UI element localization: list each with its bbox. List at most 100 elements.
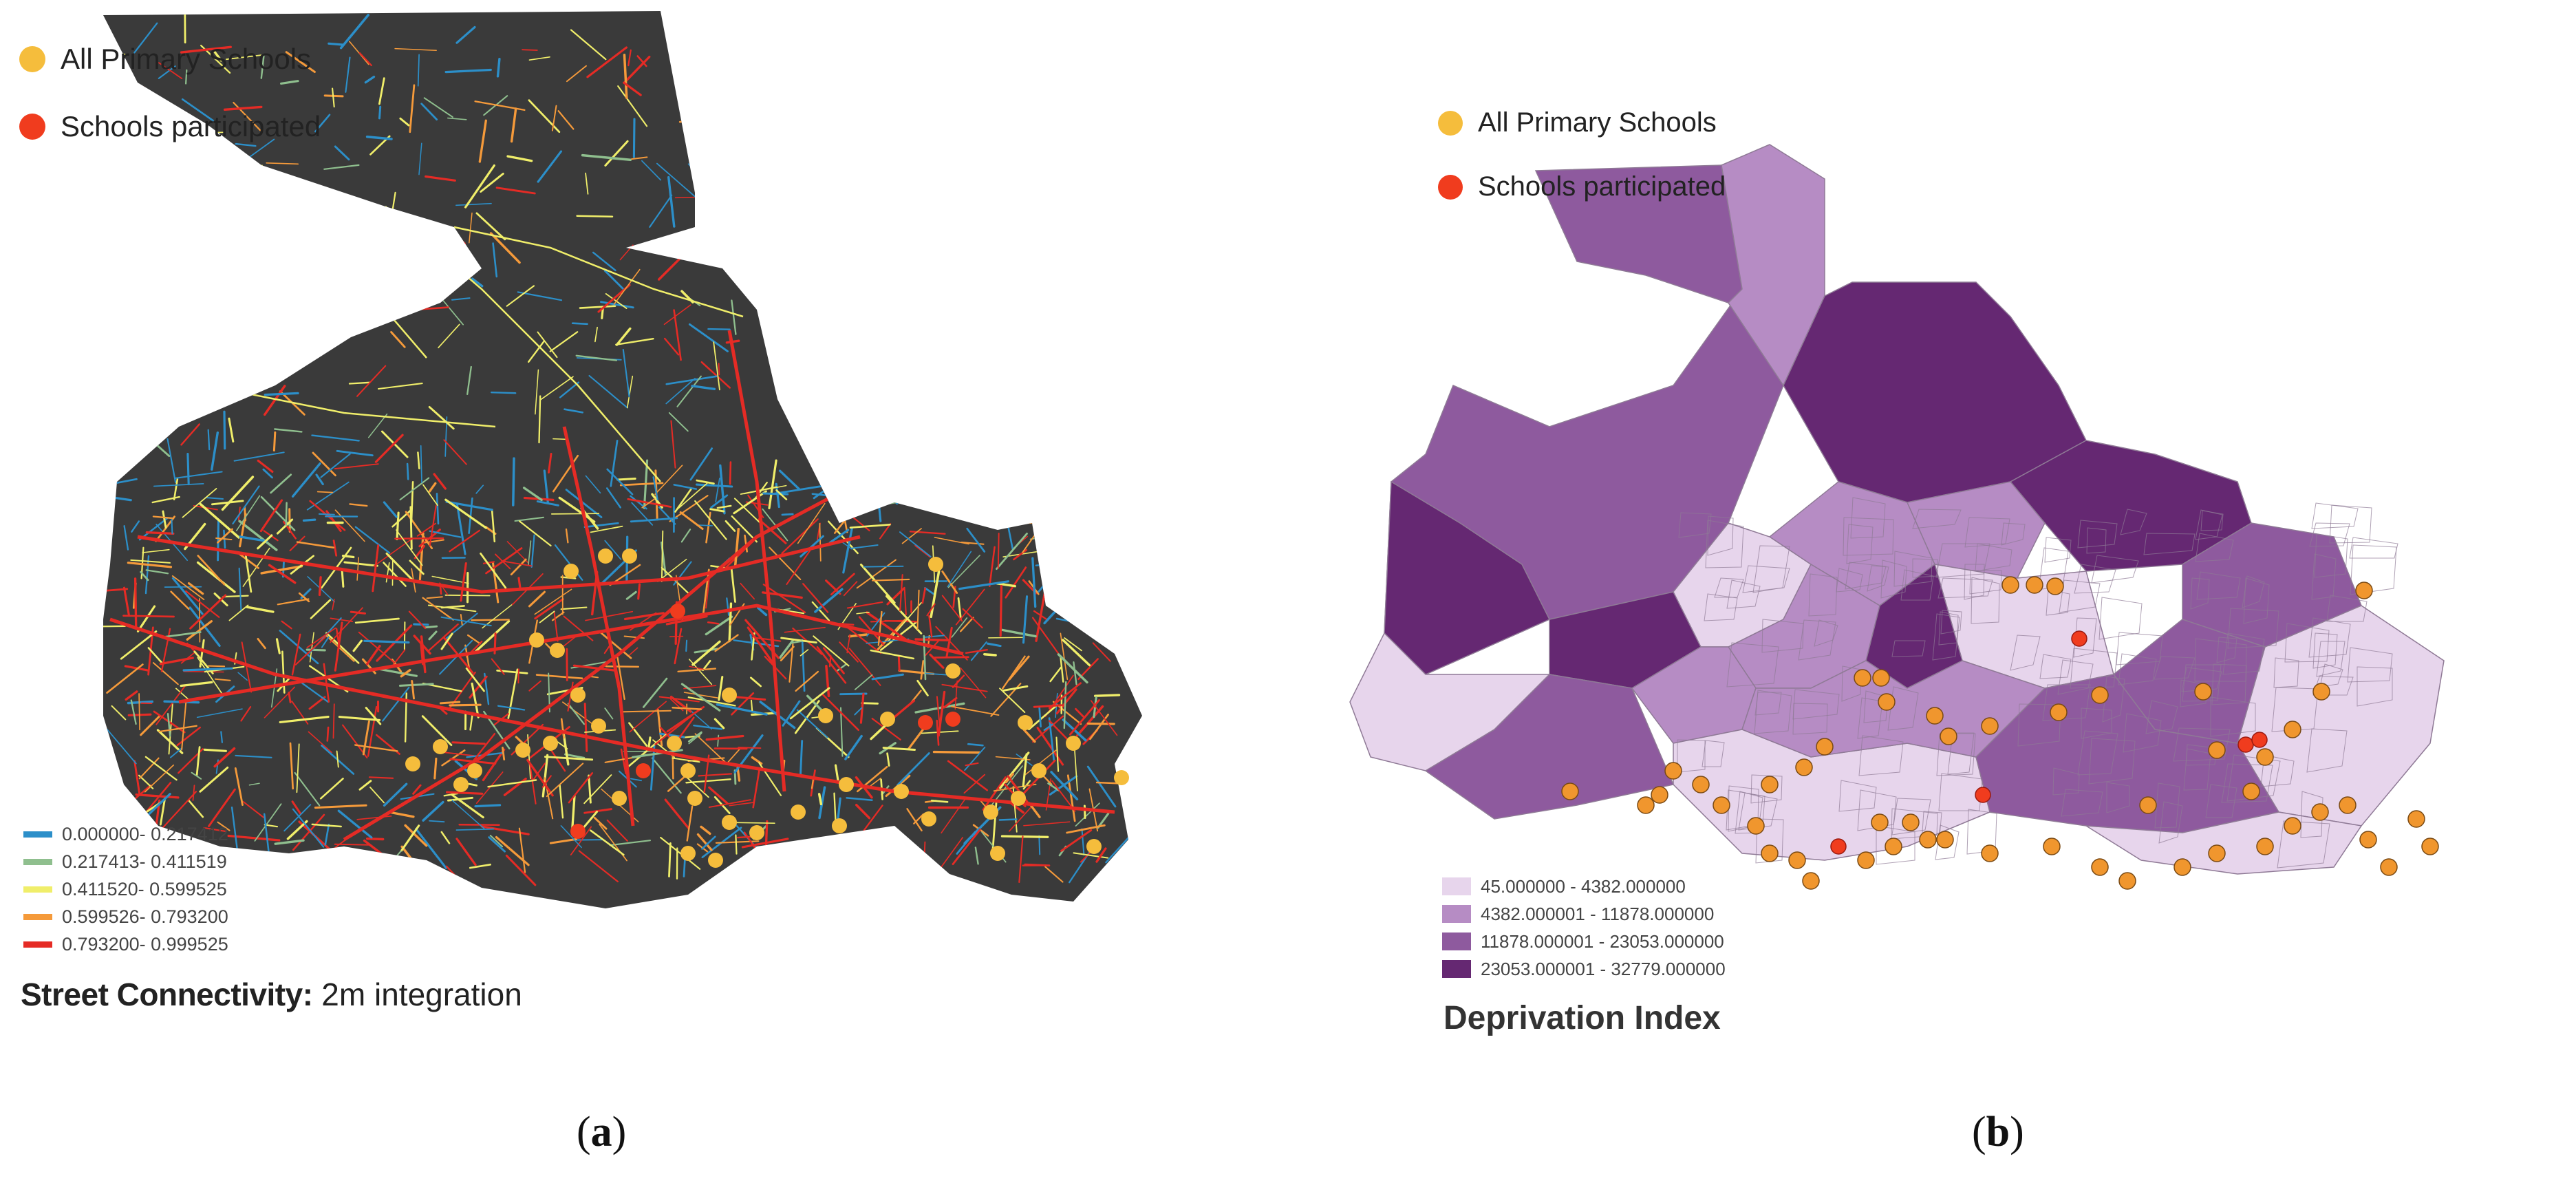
street-segment <box>512 457 515 507</box>
school-dot <box>1871 813 1889 831</box>
arterial-road <box>137 535 861 594</box>
street-segment <box>264 385 286 416</box>
street-segment <box>721 168 742 198</box>
street-segment <box>1044 866 1064 883</box>
school-dot <box>2001 576 2019 594</box>
street-segment <box>212 392 236 396</box>
street-segment <box>433 473 447 490</box>
street-segment <box>455 25 476 44</box>
street-segment <box>762 584 806 613</box>
street-segment <box>140 571 149 582</box>
street-segment <box>696 479 715 484</box>
street-segment <box>478 119 487 163</box>
street-segment <box>668 412 689 432</box>
street-segment <box>1064 637 1082 652</box>
small-area-boundary <box>2088 738 2136 785</box>
street-segment <box>324 823 330 846</box>
street-segment <box>1022 780 1031 790</box>
street-segment <box>281 620 292 630</box>
street-segment <box>489 232 521 264</box>
school-dot <box>2043 838 2061 855</box>
participated-school-dot <box>2251 732 2268 748</box>
small-area-boundary <box>2120 509 2147 535</box>
street-segment <box>1075 707 1086 719</box>
street-segment <box>354 526 391 554</box>
street-segment <box>534 598 564 620</box>
small-area-boundary <box>2070 648 2118 689</box>
street-segment <box>684 774 709 798</box>
street-segment <box>617 85 648 127</box>
street-segment <box>482 603 513 629</box>
small-area-boundary <box>1841 665 1862 702</box>
class-swatch <box>23 941 52 948</box>
class-row: 0.599526- 0.793200 <box>23 903 228 930</box>
street-segment <box>414 827 447 869</box>
street-segment <box>315 473 324 486</box>
street-segment <box>171 575 205 601</box>
street-segment <box>188 800 204 818</box>
street-segment <box>303 215 331 255</box>
street-segment <box>316 491 334 493</box>
all-schools-dot-icon <box>19 46 45 72</box>
small-area-boundary <box>2017 703 2061 747</box>
small-area-boundary <box>1761 619 1804 653</box>
street-segment <box>1048 682 1082 710</box>
caption-b: (b) <box>1972 1109 2024 1155</box>
street-segment <box>882 747 916 751</box>
street-segment <box>996 533 1028 570</box>
street-segment <box>391 509 412 528</box>
street-segment <box>428 405 455 430</box>
small-area-boundary <box>1880 559 1907 599</box>
deprivation-choropleth <box>1349 144 2445 875</box>
small-area-boundary <box>2143 533 2196 555</box>
street-segment <box>541 775 552 788</box>
street-segment <box>264 392 299 396</box>
street-segment <box>707 621 720 625</box>
street-segment <box>455 502 466 555</box>
street-segment <box>301 682 330 703</box>
street-segment <box>707 328 731 330</box>
small-area-boundary <box>1702 740 1725 767</box>
street-segment <box>806 694 824 713</box>
street-segment <box>1060 655 1064 683</box>
street-segment <box>932 750 981 754</box>
street-segment <box>155 684 186 725</box>
street-segment <box>367 413 388 438</box>
street-segment <box>727 748 740 764</box>
street-segment <box>172 278 189 293</box>
street-segment <box>834 764 839 782</box>
street-segment <box>696 524 713 526</box>
street-segment <box>291 633 301 676</box>
street-segment <box>296 541 335 549</box>
street-segment <box>668 842 672 877</box>
street-segment <box>768 459 777 510</box>
street-segment <box>986 642 1002 648</box>
street-segment <box>1108 621 1124 633</box>
school-dot <box>2312 683 2330 701</box>
street-segment <box>257 459 274 473</box>
street-segment <box>563 636 577 647</box>
street-segment <box>593 816 608 830</box>
street-segment <box>154 198 169 215</box>
street-segment <box>363 639 410 644</box>
small-area-boundary <box>1798 619 1836 661</box>
small-area-boundary <box>2205 784 2237 818</box>
street-segment <box>673 484 698 490</box>
street-segment <box>995 756 1031 760</box>
street-segment <box>417 451 420 469</box>
small-area-boundary <box>1857 789 1897 831</box>
street-segment <box>672 706 702 710</box>
street-segment <box>528 680 541 692</box>
street-segment <box>460 614 463 626</box>
street-segment <box>941 571 958 594</box>
street-segment <box>130 559 171 564</box>
street-segment <box>103 444 127 449</box>
street-segment <box>757 851 791 880</box>
street-segment <box>167 712 171 737</box>
street-segment <box>1095 847 1107 863</box>
street-segment <box>142 418 175 425</box>
street-segment <box>197 657 222 694</box>
class-swatch <box>1442 960 1471 978</box>
street-segment <box>1008 655 1030 681</box>
street-segment <box>1064 503 1084 525</box>
